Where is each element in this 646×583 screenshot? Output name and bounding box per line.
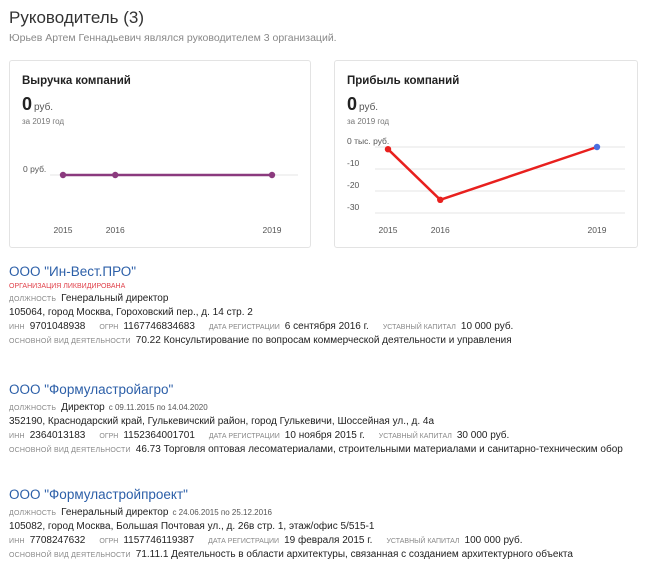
inn-label: инн <box>9 324 25 331</box>
position-label: должность <box>9 405 57 412</box>
profit-data-point <box>437 196 444 203</box>
ogrn-label: огрн <box>99 324 119 331</box>
revenue-unit: руб. <box>34 102 54 113</box>
capital-value: 30 000 руб. <box>456 430 510 441</box>
org-name-link[interactable]: ООО "Ин-Вест.ПРО" <box>9 264 137 279</box>
revenue-x-tick-label: 2015 <box>54 225 73 235</box>
ogrn-value: 1167746834683 <box>123 321 195 332</box>
org-address: 105064, город Москва, Гороховский пер., … <box>9 307 253 318</box>
activity-value: 71.11.1 Деятельность в области архитекту… <box>135 549 573 560</box>
section-title: Руководитель (3) <box>9 8 145 27</box>
reg-label: дата регистрации <box>208 538 280 545</box>
profit-y-tick-label: -30 <box>347 202 360 212</box>
activity-value: 46.73 Торговля оптовая лесоматериалами, … <box>135 444 623 455</box>
activity-label: основной вид деятельности <box>9 338 131 345</box>
activity-value: 70.22 Консультирование по вопросам комме… <box>135 335 512 346</box>
inn-label: инн <box>9 433 25 440</box>
position-value: Директор <box>61 402 105 413</box>
position-value: Генеральный директор <box>61 293 169 304</box>
org-status: организация ликвидирована <box>9 283 126 290</box>
profit-period: за 2019 год <box>347 117 390 126</box>
profit-card-title: Прибыль компаний <box>347 75 460 87</box>
revenue-card-title: Выручка компаний <box>22 75 131 87</box>
profit-x-tick-label: 2016 <box>431 225 450 235</box>
revenue-value: 0 руб. <box>22 94 54 114</box>
profit-data-point <box>384 146 392 153</box>
reg-value: 6 сентября 2016 г. <box>284 321 369 332</box>
org-item: ООО "Формуластройагро" должность Директор… <box>9 382 641 455</box>
ogrn-value: 1152364001701 <box>123 430 195 441</box>
revenue-period: за 2019 год <box>22 117 65 126</box>
reg-value: 19 февраля 2015 г. <box>284 535 373 546</box>
revenue-card: Выручка компаний 0 руб. за 2019 год 0 руб… <box>9 60 311 248</box>
capital-value: 100 000 руб. <box>464 535 523 546</box>
profit-y-tick-label: -20 <box>347 180 360 190</box>
ogrn-label: огрн <box>99 433 119 440</box>
profit-y-tick-label: -10 <box>347 158 360 168</box>
capital-label: уставный капитал <box>382 324 456 331</box>
capital-label: уставный капитал <box>378 433 452 440</box>
org-item: ООО "Ин-Вест.ПРО" организация ликвидиров… <box>9 264 641 346</box>
position-value: Генеральный директор <box>61 507 169 518</box>
org-address: 105082, город Москва, Большая Почтовая у… <box>9 521 375 532</box>
reg-value: 10 ноября 2015 г. <box>284 430 365 441</box>
revenue-data-point <box>268 171 276 179</box>
ogrn-label: огрн <box>99 538 119 545</box>
profit-data-point <box>593 143 601 151</box>
position-label: должность <box>9 510 57 517</box>
org-name-link[interactable]: ООО "Формуластройагро" <box>9 382 174 397</box>
org-item: ООО "Формуластройпроект" должность Генера… <box>9 487 641 560</box>
profit-card: Прибыль компаний 0 руб. за 2019 год 0 тыс… <box>334 60 638 248</box>
capital-label: уставный капитал <box>386 538 460 545</box>
profit-unit: руб. <box>359 102 379 113</box>
profit-x-tick-label: 2019 <box>588 225 607 235</box>
profit-value: 0 руб. <box>347 94 379 114</box>
reg-label: дата регистрации <box>208 324 280 331</box>
position-dates: с 24.06.2015 по 25.12.2016 <box>172 508 272 517</box>
revenue-data-point <box>112 171 119 179</box>
section-subtitle: Юрьев Артем Геннадьевич являлся руководи… <box>9 32 337 44</box>
capital-value: 10 000 руб. <box>460 321 514 332</box>
ogrn-value: 1157746119387 <box>123 535 195 546</box>
activity-label: основной вид деятельности <box>9 447 131 454</box>
revenue-x-tick-label: 2016 <box>106 225 125 235</box>
revenue-y-tick-label: 0 руб. <box>23 164 46 174</box>
activity-label: основной вид деятельности <box>9 552 131 559</box>
revenue-chart: 0 руб. 2015 2016 2019 <box>23 164 298 235</box>
profit-x-tick-label: 2015 <box>379 225 398 235</box>
org-name-link[interactable]: ООО "Формуластройпроект" <box>9 487 188 502</box>
position-dates: с 09.11.2015 по 14.04.2020 <box>108 403 208 412</box>
inn-value: 7708247632 <box>29 535 86 546</box>
org-address: 352190, Краснодарский край, Гулькевичски… <box>9 416 435 427</box>
profit-series-line <box>387 145 598 202</box>
inn-value: 9701048938 <box>29 321 86 332</box>
inn-value: 2364013183 <box>29 430 86 441</box>
inn-label: инн <box>9 538 25 545</box>
revenue-x-tick-label: 2019 <box>263 225 282 235</box>
position-label: должность <box>9 296 57 303</box>
profit-chart: 0 тыс. руб. -10 -20 -30 2015 2016 2019 <box>347 136 625 235</box>
profit-y-tick-label: 0 тыс. руб. <box>347 136 389 146</box>
reg-label: дата регистрации <box>208 433 280 440</box>
revenue-data-point <box>59 171 67 179</box>
